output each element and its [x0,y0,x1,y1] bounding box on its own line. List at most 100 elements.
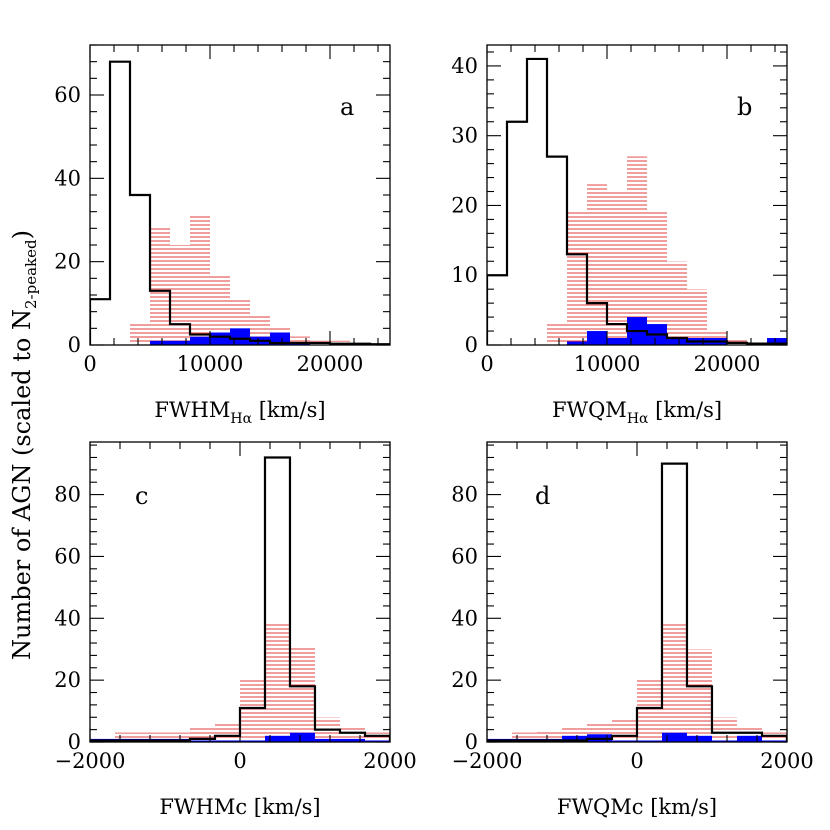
black-step-histogram [90,456,390,742]
x-axis-label: FWHMHα [km/s] [154,398,325,427]
y-axis-label-main: Number of AGN (scaled to N [8,309,36,660]
blue-fill-bar [567,341,588,345]
blue-fill-bar [189,740,215,742]
red-hatch-bar [114,732,140,742]
red-hatch-bar [786,738,787,742]
blue-fill-bar [230,328,251,345]
blue-fill-bar [364,740,390,742]
tick-marks [486,45,787,346]
blue-fill-bar [170,340,191,345]
red-hatch-bar [661,624,687,742]
x-tick-label: 20000 [297,352,364,376]
red-hatch-bar [761,732,787,742]
red-hatch-bar [611,720,637,742]
y-tick-label: 40 [54,166,81,190]
red-hatch-bar [727,338,748,345]
blue-fill-bar [587,331,608,345]
black-step-histogram [90,60,390,345]
panel-label: a [340,93,354,121]
red-hatch-bar [190,215,211,345]
panel-a: 0 10000 20000 0 20 40 60 FWHMHα [km/s] a [54,44,391,427]
x-axis-label: FWQMc [km/s] [557,795,717,819]
red-hatch-bar [627,156,648,345]
plot-area [487,462,787,742]
y-axis-label-subscript: 2-peaked [22,239,40,309]
blue-fill-bar [711,740,737,742]
red-hatch-bar [164,732,190,742]
x-tick-label: 0 [233,749,246,773]
red-hatch-bar [210,274,231,345]
x-tick-label: 10000 [177,352,244,376]
blue-fill-bar [214,740,240,742]
red-hatch-bar [239,680,265,742]
red-hatch-bar [547,324,568,345]
x-tick-label: 0 [480,352,493,376]
panel-label: d [535,482,550,510]
x-tick-label: −2000 [451,749,522,773]
black-step-histogram [487,462,787,742]
y-tick-label: 40 [54,606,81,630]
tick-marks [486,442,788,743]
panel-b: 0 10000 20000 0 10 20 30 40 FWQMHα [km/s] b [451,44,788,427]
blue-fill-bar [667,338,688,345]
blue-fill-bar [289,732,315,742]
panel-label: c [135,482,148,510]
blue-fill-bar [636,740,662,742]
panel-label: b [737,93,752,121]
y-tick-label: 0 [465,333,478,357]
red-hatch-bar [339,726,365,742]
x-tick-label: −2000 [54,749,125,773]
y-tick-label: 80 [54,483,81,507]
red-hatch-bar [636,680,662,742]
blue-fill-bar [661,732,687,742]
red-hatch-bar [289,646,315,742]
red-hatch-bar [667,261,688,345]
x-axis-label: FWHMc [km/s] [159,795,320,819]
y-tick-label: 10 [451,263,478,287]
y-tick-label: 20 [451,668,478,692]
axes-frame [486,44,788,346]
red-hatch-bar [686,649,712,742]
y-tick-label: 20 [54,250,81,274]
red-hatch-bar [511,732,537,742]
y-tick-label: 80 [451,483,478,507]
y-tick-label: 30 [451,124,478,148]
red-hatch-bar [290,336,311,345]
y-tick-label: 60 [451,544,478,568]
blue-fill-bar [561,735,587,742]
red-hatch-bar [647,212,668,345]
red-hatch-bar [170,245,191,345]
red-hatch-bar [139,732,165,742]
black-step-histogram [487,57,787,345]
blue-fill-bar [761,740,787,742]
plot-area [90,456,390,742]
blue-fill-bar [339,738,365,742]
red-hatch-bar [214,723,240,742]
red-hatch-bar [607,191,628,345]
plot-area [487,57,787,345]
x-axis-label: FWQMHα [km/s] [552,398,722,427]
plot-area [90,60,390,345]
x-tick-label: 10000 [574,352,641,376]
red-hatch-bar [389,740,390,742]
red-hatch-bar [130,324,151,345]
x-tick-label: 2000 [363,749,416,773]
red-hatch-bar [587,184,608,345]
red-hatch-bar [567,212,588,345]
y-tick-label: 60 [54,544,81,568]
blue-fill-bar [686,735,712,742]
y-tick-label: 40 [451,606,478,630]
x-tick-label: 0 [83,352,96,376]
y-tick-label: 60 [54,83,81,107]
y-tick-label: 0 [68,333,81,357]
y-tick-label: 40 [451,54,478,78]
blue-fill-bar [767,338,787,345]
blue-fill-bar [607,338,628,345]
red-hatch-bar [711,717,737,742]
blue-fill-bar [736,735,762,742]
y-tick-label: 0 [465,730,478,754]
y-axis-label-end: ) [8,230,36,239]
x-tick-label: 2000 [760,749,813,773]
